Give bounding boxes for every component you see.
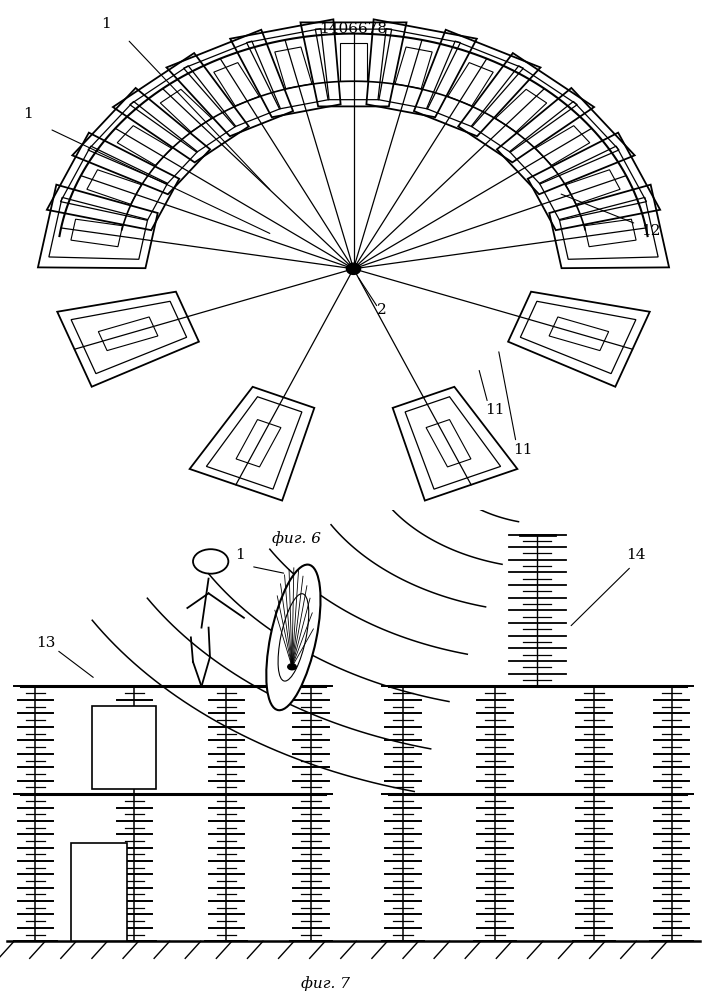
- Text: 1: 1: [235, 548, 245, 562]
- Ellipse shape: [267, 565, 320, 710]
- Text: фиг. 6: фиг. 6: [272, 531, 322, 546]
- Text: 12: 12: [641, 224, 660, 238]
- Bar: [71, 843, 127, 941]
- Circle shape: [346, 263, 361, 274]
- Circle shape: [288, 664, 296, 670]
- Text: 11: 11: [513, 443, 533, 457]
- Text: 1: 1: [101, 17, 111, 31]
- Text: 1: 1: [23, 107, 33, 121]
- Text: 1406678: 1406678: [320, 22, 387, 36]
- Text: 11: 11: [485, 403, 505, 417]
- Bar: [92, 706, 156, 789]
- Text: 13: 13: [36, 636, 56, 650]
- Text: фиг. 7: фиг. 7: [300, 976, 350, 991]
- Text: 14: 14: [626, 548, 646, 562]
- Text: 2: 2: [377, 303, 387, 317]
